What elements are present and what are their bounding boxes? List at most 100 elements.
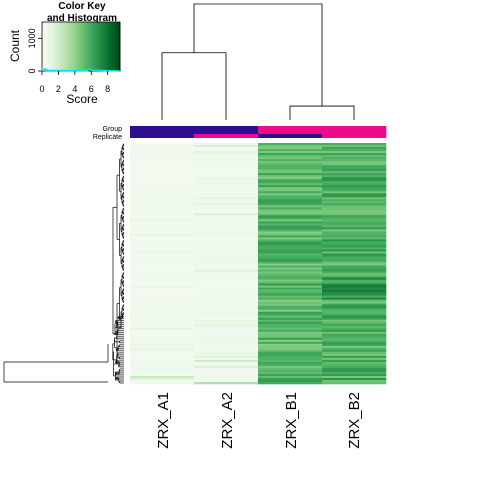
heatmap-cell <box>258 291 323 294</box>
heatmap-cell <box>258 143 323 146</box>
heatmap-cell <box>322 153 387 156</box>
heatmap-cell <box>258 161 323 164</box>
heatmap-cell <box>258 319 323 323</box>
column-label-zrx-a2: ZRX_A2 <box>219 392 236 449</box>
heatmap-cell <box>194 301 259 304</box>
heatmap-cell <box>322 345 387 349</box>
heatmap-cell <box>194 331 259 335</box>
heatmap-cell <box>322 283 387 286</box>
heatmap-cell <box>258 151 323 154</box>
heatmap-cell <box>322 297 387 300</box>
color-key-y-tick-label: 0 <box>27 68 37 73</box>
heatmap-cell <box>322 197 387 200</box>
heatmap-cell <box>194 229 259 232</box>
heatmap-cell <box>130 235 195 238</box>
heatmap-cell <box>130 343 195 347</box>
heatmap-cell <box>194 143 259 146</box>
heatmap-cell <box>258 317 323 321</box>
heatmap-cell <box>258 181 323 184</box>
heatmap-cell <box>322 349 387 353</box>
color-key-x-tick-label: 6 <box>89 84 94 94</box>
heatmap-cell <box>130 193 195 196</box>
heatmap-cell <box>130 329 195 333</box>
color-key-swatch <box>43 22 47 71</box>
heatmap-cell <box>258 235 323 238</box>
heatmap-cell <box>194 187 259 190</box>
heatmap-cell <box>130 337 195 341</box>
heatmap-cell <box>322 267 387 270</box>
color-key-swatch <box>82 22 86 71</box>
heatmap-cell <box>130 355 195 359</box>
heatmap-cell <box>322 259 387 262</box>
heatmap-cell <box>258 305 323 308</box>
heatmap-cell <box>322 305 387 308</box>
heatmap-cell <box>130 229 195 232</box>
heatmap-cell <box>130 265 195 268</box>
heatmap-cell <box>258 343 323 347</box>
heatmap-cell <box>322 221 387 224</box>
heatmap-cell <box>322 189 387 192</box>
heatmap-cell <box>130 169 195 172</box>
color-key-y-tick-label: 1000 <box>27 28 37 48</box>
heatmap-cell <box>194 311 259 315</box>
heatmap-cell <box>322 215 387 218</box>
heatmap-cell <box>322 351 387 355</box>
heatmap-cell <box>322 359 387 363</box>
annotation-cell-group <box>194 126 259 134</box>
color-key-swatch <box>47 22 51 71</box>
heatmap-cell <box>194 293 259 296</box>
heatmap-cell <box>130 281 195 284</box>
heatmap-cell <box>322 173 387 176</box>
heatmap-cell <box>194 365 259 369</box>
heatmap-cell <box>322 271 387 274</box>
heatmap-cell <box>194 183 259 186</box>
heatmap-cell <box>130 275 195 278</box>
color-key-histogram <box>41 68 121 72</box>
heatmap-cell <box>322 317 387 321</box>
heatmap-cell <box>130 173 195 176</box>
heatmap-cell <box>194 303 259 306</box>
heatmap-cell <box>130 167 195 170</box>
heatmap-cell <box>194 249 259 252</box>
heatmap-cell <box>258 363 323 367</box>
heatmap-cell <box>194 165 259 168</box>
color-key-swatch <box>114 22 117 71</box>
heatmap-cell <box>194 159 259 162</box>
heatmap-cell <box>258 253 323 256</box>
heatmap-cell <box>130 283 195 286</box>
heatmap-cell <box>322 253 387 256</box>
heatmap-cell <box>194 381 259 385</box>
heatmap-cell <box>130 189 195 192</box>
heatmap-cell <box>194 317 259 321</box>
heatmap-cell <box>130 369 195 373</box>
heatmap-cell <box>194 161 259 164</box>
heatmap-cell <box>194 357 259 361</box>
heatmap-cell <box>258 231 323 234</box>
heatmap-cell <box>194 343 259 347</box>
heatmap-cell <box>258 177 323 180</box>
color-key-swatch <box>51 22 55 71</box>
heatmap-cell <box>194 151 259 154</box>
heatmap-cell <box>130 307 195 310</box>
heatmap-cell <box>322 339 387 343</box>
heatmap-cell <box>322 219 387 222</box>
heatmap-cell <box>322 375 387 379</box>
heatmap-cell <box>322 279 387 282</box>
heatmap-cell <box>194 233 259 236</box>
heatmap-cell <box>130 209 195 212</box>
heatmap-cell <box>258 145 323 148</box>
heatmap-cell <box>258 269 323 272</box>
heatmap-cell <box>194 329 259 333</box>
heatmap-cell <box>258 375 323 379</box>
heatmap-cell <box>258 289 323 292</box>
color-key-swatch <box>75 22 78 71</box>
heatmap-cell <box>130 219 195 222</box>
heatmap-cell <box>130 163 195 166</box>
heatmap-cell <box>322 257 387 260</box>
heatmap-cell <box>194 263 259 266</box>
color-key-swatch <box>77 22 80 71</box>
heatmap-cell <box>194 335 259 339</box>
heatmap-cell <box>194 167 259 170</box>
heatmap-cell <box>322 211 387 214</box>
heatmap-cell <box>194 195 259 198</box>
